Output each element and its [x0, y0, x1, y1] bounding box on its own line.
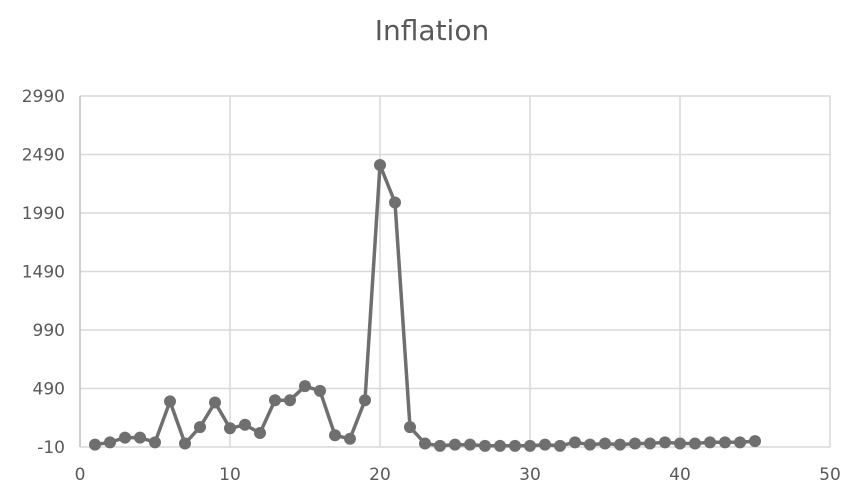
data-point	[149, 436, 161, 449]
data-point	[434, 439, 446, 452]
x-tick-label: 50	[819, 465, 841, 485]
data-point	[329, 429, 341, 442]
data-point	[269, 394, 281, 407]
data-point	[344, 432, 356, 445]
data-point	[659, 436, 671, 449]
y-tick-label: 2490	[22, 146, 65, 166]
data-point	[299, 380, 311, 393]
data-point	[719, 436, 731, 449]
data-point	[404, 421, 416, 434]
data-point	[194, 421, 206, 434]
data-point	[179, 437, 191, 450]
data-point	[374, 159, 386, 172]
data-point	[674, 437, 686, 450]
data-point	[749, 435, 761, 448]
y-tick-label: -10	[37, 438, 65, 458]
data-point	[509, 439, 521, 452]
data-point	[89, 438, 101, 451]
y-tick-label: 1490	[22, 263, 65, 283]
data-point	[569, 436, 581, 449]
data-point	[584, 438, 596, 451]
y-tick-label: 2990	[22, 87, 65, 107]
data-point	[524, 439, 536, 452]
x-tick-label: 0	[75, 465, 86, 485]
series	[89, 159, 761, 452]
data-point	[689, 437, 701, 450]
data-point	[464, 438, 476, 451]
data-point	[644, 437, 656, 450]
data-point	[554, 439, 566, 452]
x-tick-label: 10	[219, 465, 241, 485]
chart-title: Inflation	[375, 14, 489, 47]
data-point	[419, 437, 431, 450]
data-point	[734, 436, 746, 449]
x-tick-label: 30	[519, 465, 541, 485]
data-point	[599, 437, 611, 450]
data-point	[209, 396, 221, 409]
data-point	[389, 196, 401, 209]
data-point	[164, 395, 176, 408]
x-tick-labels: 0 10 20 30 40 50	[75, 465, 841, 485]
x-tick-label: 40	[669, 465, 691, 485]
data-point	[239, 418, 251, 431]
data-point	[134, 431, 146, 444]
data-point	[614, 438, 626, 451]
data-point	[359, 394, 371, 407]
y-tick-labels: -10 490 990 1490 1990 2490 2990	[22, 87, 65, 458]
data-point	[494, 439, 506, 452]
y-tick-label: 490	[33, 380, 65, 400]
data-point	[224, 422, 236, 435]
gridlines	[79, 95, 831, 448]
data-point	[119, 431, 131, 444]
series-line	[94, 163, 756, 448]
y-tick-label: 1990	[22, 204, 65, 224]
data-point	[539, 438, 551, 451]
data-point	[254, 426, 266, 439]
data-point	[704, 436, 716, 449]
data-point	[104, 436, 116, 449]
data-point	[479, 439, 491, 452]
data-point	[314, 384, 326, 397]
data-point	[284, 394, 296, 407]
data-point	[629, 437, 641, 450]
data-point	[449, 438, 461, 451]
y-tick-label: 990	[33, 321, 65, 341]
x-tick-label: 20	[369, 465, 391, 485]
